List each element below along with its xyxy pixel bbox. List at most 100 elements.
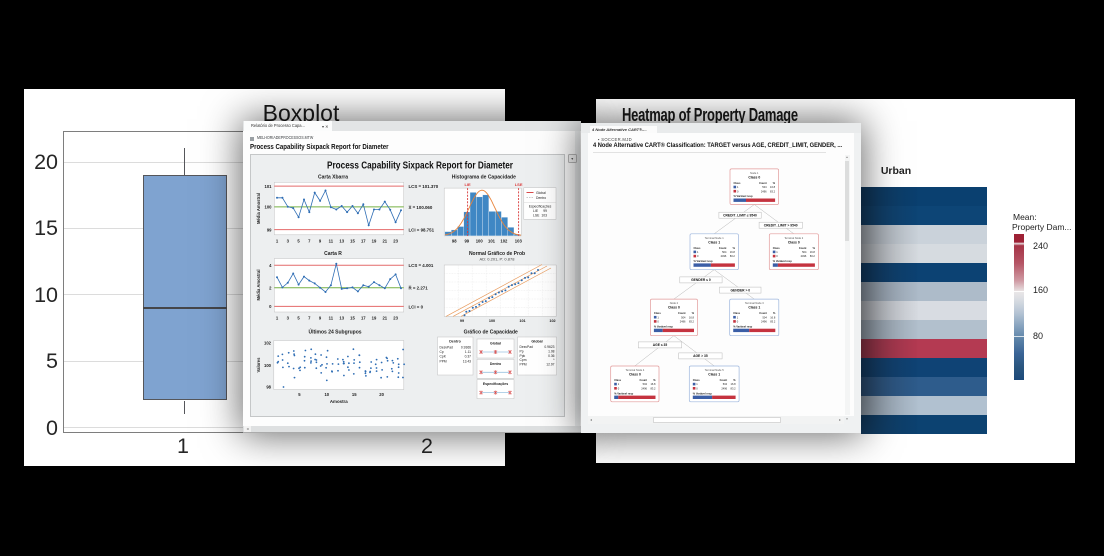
svg-text:Count: Count	[759, 181, 767, 185]
svg-text:Especificações: Especificações	[482, 382, 507, 386]
svg-text:1: 1	[776, 250, 778, 254]
svg-text:Count: Count	[759, 311, 767, 315]
svg-text:Gráfico de Capacidade: Gráfico de Capacidade	[463, 329, 517, 335]
svg-text:0: 0	[617, 386, 619, 390]
svg-text:504: 504	[642, 382, 647, 386]
svg-text:Dentro: Dentro	[449, 339, 461, 343]
svg-text:23: 23	[393, 315, 398, 320]
svg-text:PPM: PPM	[519, 362, 526, 366]
svg-text:AGE ≤ 35: AGE ≤ 35	[652, 343, 667, 347]
svg-text:0: 0	[697, 254, 699, 258]
svg-text:101: 101	[264, 184, 272, 189]
svg-text:504: 504	[762, 185, 767, 189]
svg-text:Normal Gráfico de Prob: Normal Gráfico de Prob	[468, 251, 524, 257]
svg-text:83.2: 83.2	[770, 189, 776, 193]
svg-text:LIE: LIE	[464, 182, 471, 187]
svg-text:16.8: 16.8	[730, 382, 736, 386]
svg-text:%: %	[772, 311, 775, 315]
svg-text:98: 98	[266, 384, 271, 389]
svg-text:5: 5	[298, 391, 301, 396]
svg-text:Terminal Node 5: Terminal Node 5	[704, 368, 723, 372]
svg-text:Class 0: Class 0	[667, 306, 679, 310]
svg-text:PPM: PPM	[439, 359, 446, 363]
svg-text:13: 13	[339, 315, 344, 320]
svg-text:Count: Count	[678, 311, 686, 315]
svg-text:2496: 2496	[761, 320, 767, 324]
svg-text:R̅ = 2.271: R̅ = 2.271	[407, 285, 427, 290]
svg-text:100: 100	[475, 238, 483, 243]
svg-text:0: 0	[776, 254, 778, 258]
svg-text:DesvPad: DesvPad	[519, 345, 533, 349]
svg-text:23: 23	[393, 238, 398, 243]
svg-text:1: 1	[275, 315, 278, 320]
svg-text:Média Amostral: Média Amostral	[256, 269, 261, 300]
svg-text:16.8: 16.8	[650, 382, 656, 386]
svg-text:Carta R: Carta R	[324, 251, 342, 257]
svg-text:504: 504	[722, 250, 727, 254]
svg-text:CpK: CpK	[439, 354, 446, 358]
svg-text:16.8: 16.8	[729, 250, 735, 254]
svg-text:504: 504	[802, 250, 807, 254]
svg-text:Count: Count	[798, 246, 806, 250]
svg-text:5: 5	[297, 238, 300, 243]
svg-text:GENDER ≤ 0: GENDER ≤ 0	[691, 278, 711, 282]
svg-text:15: 15	[351, 391, 356, 396]
svg-text:Class 0: Class 0	[748, 175, 760, 179]
svg-text:17: 17	[360, 315, 365, 320]
svg-text:1: 1	[736, 315, 738, 319]
svg-text:5: 5	[297, 315, 300, 320]
svg-text:16.8: 16.8	[770, 185, 776, 189]
svg-text:103: 103	[514, 238, 522, 243]
svg-text:Node 2: Node 2	[669, 301, 678, 305]
svg-text:19: 19	[371, 315, 376, 320]
svg-text:%: %	[812, 246, 815, 250]
svg-text:Class: Class	[772, 246, 779, 250]
svg-text:Terminal Node 3: Terminal Node 3	[744, 301, 763, 305]
svg-text:9: 9	[318, 238, 321, 243]
svg-text:Média Amostral: Média Amostral	[256, 192, 261, 223]
svg-text:AD: 0.201, P: 0.878: AD: 0.201, P: 0.878	[479, 256, 515, 261]
svg-text:103: 103	[541, 213, 547, 217]
svg-text:LCI = 98.751: LCI = 98.751	[408, 227, 434, 232]
svg-text:15: 15	[350, 238, 355, 243]
svg-text:Class 0: Class 0	[628, 373, 640, 377]
svg-text:0.9623: 0.9623	[544, 345, 554, 349]
svg-text:19: 19	[371, 238, 376, 243]
svg-text:Terminal Node 1: Terminal Node 1	[704, 236, 723, 240]
svg-text:0: 0	[657, 320, 659, 324]
svg-text:13: 13	[339, 238, 344, 243]
svg-text:%: %	[772, 181, 775, 185]
svg-text:Valores: Valores	[256, 356, 261, 372]
svg-text:X̅ = 100.060: X̅ = 100.060	[407, 205, 432, 210]
svg-text:Ppk: Ppk	[519, 353, 525, 357]
svg-text:17: 17	[360, 238, 365, 243]
svg-text:DesvPad: DesvPad	[439, 345, 453, 349]
svg-text:Dentro: Dentro	[536, 196, 546, 200]
svg-text:15: 15	[350, 315, 355, 320]
svg-text:%: %	[691, 311, 694, 315]
svg-text:Cp: Cp	[439, 350, 443, 354]
svg-text:LIE: LIE	[533, 209, 539, 213]
svg-text:LSE: LSE	[533, 213, 540, 217]
svg-text:%: %	[733, 378, 736, 382]
svg-text:Class: Class	[733, 181, 740, 185]
svg-text:4: 4	[269, 263, 272, 268]
svg-text:LCI = 0: LCI = 0	[408, 304, 423, 309]
svg-text:21: 21	[382, 315, 387, 320]
svg-text:Class: Class	[614, 378, 621, 382]
svg-text:CREDIT_LIMIT > 9540: CREDIT_LIMIT > 9540	[763, 224, 797, 228]
svg-text:16.8: 16.8	[688, 315, 694, 319]
svg-text:%: %	[732, 246, 735, 250]
svg-text:7: 7	[308, 238, 311, 243]
svg-text:16.8: 16.8	[809, 250, 815, 254]
svg-text:*: *	[553, 358, 555, 362]
svg-text:% Variável resp: % Variável resp	[653, 324, 672, 328]
svg-text:Class: Class	[733, 311, 740, 315]
svg-text:0.37: 0.37	[464, 354, 471, 358]
svg-text:% Variável resp: % Variável resp	[692, 391, 711, 395]
svg-text:Class 1: Class 1	[708, 373, 720, 377]
svg-text:% Variável resp: % Variável resp	[772, 259, 791, 263]
svg-text:LCS = 4.001: LCS = 4.001	[408, 263, 433, 268]
svg-text:0.9366: 0.9366	[460, 345, 470, 349]
svg-text:10: 10	[324, 391, 329, 396]
